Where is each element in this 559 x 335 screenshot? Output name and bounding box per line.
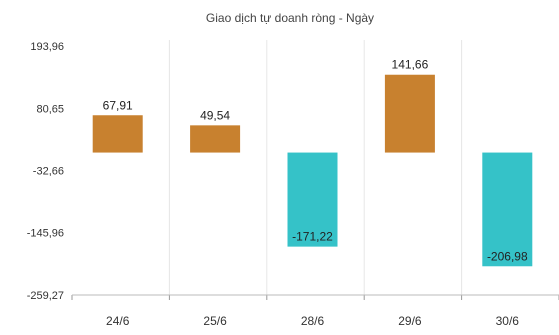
y-tick-label: -32,66	[33, 166, 64, 178]
x-tick-label: 28/6	[301, 314, 325, 328]
x-axis-ticks: 24/6 25/6 28/6 29/6 30/6	[71, 295, 559, 328]
bar	[482, 152, 533, 267]
x-tick-label: 29/6	[398, 314, 422, 328]
y-tick-label: -259,27	[27, 290, 64, 302]
value-labels: 67,91 49,54 -171,22 141,66 -206,98	[103, 58, 528, 264]
x-tick-label: 24/6	[106, 314, 130, 328]
y-tick-label: 80,65	[36, 103, 64, 115]
grid-lines	[168, 40, 463, 295]
bar-value-label: -206,98	[487, 249, 528, 263]
bar-value-label: 49,54	[200, 108, 230, 122]
y-tick-label: -145,96	[27, 228, 64, 240]
bar	[287, 152, 338, 247]
bars	[92, 74, 533, 267]
chart-title: Giao dịch tự doanh ròng - Ngày	[206, 11, 374, 25]
x-tick-label: 25/6	[203, 314, 227, 328]
bar-value-label: 141,66	[392, 58, 429, 72]
y-axis-ticks: 193,96 80,65 -32,66 -145,96 -259,27	[27, 41, 64, 302]
bar-value-label: 67,91	[103, 98, 133, 112]
bar	[92, 115, 143, 153]
bar-value-label: -171,22	[292, 230, 333, 244]
bar	[384, 74, 435, 153]
x-tick-label: 30/6	[496, 314, 520, 328]
y-tick-label: 193,96	[30, 41, 64, 53]
bar	[190, 125, 241, 153]
